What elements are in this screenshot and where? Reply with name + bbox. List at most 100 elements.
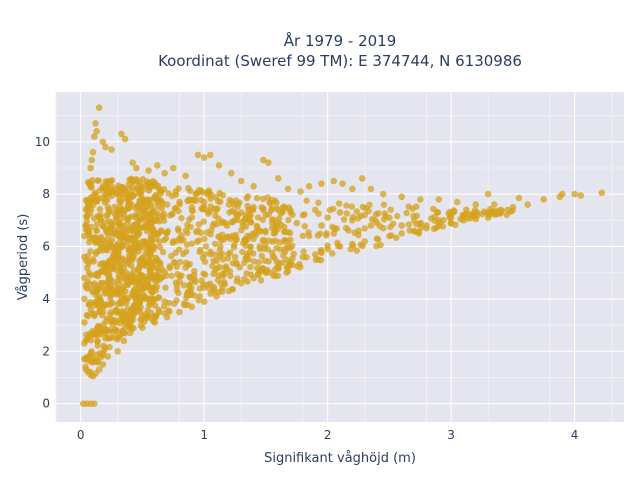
data-point [86,180,93,187]
data-point [97,279,105,287]
data-point [210,285,218,293]
data-point [111,279,118,286]
data-point [82,222,89,229]
data-point [204,207,211,214]
data-point [134,213,141,220]
data-point [577,192,585,199]
data-point [314,256,322,263]
data-point [126,190,134,198]
data-point [472,215,480,223]
data-point [195,221,203,228]
data-point [141,222,148,229]
data-point [161,269,168,276]
data-point [207,231,214,238]
data-point [93,227,100,235]
data-point [117,265,124,272]
data-point [209,262,216,269]
data-point [139,282,147,290]
data-point [81,274,88,282]
data-point [106,218,113,225]
data-point [151,193,159,201]
data-point [105,178,112,185]
data-point [176,246,183,253]
data-point [120,282,128,290]
data-point [329,250,336,257]
data-point [237,209,245,216]
data-point [380,201,388,208]
y-axis-title: Vågperiod (s) [16,214,31,301]
data-point [168,252,175,260]
data-point [225,287,233,295]
data-point [215,162,223,169]
data-point [105,276,112,283]
data-point [144,243,152,250]
data-point [103,327,110,335]
data-point [187,223,194,231]
data-point [82,363,89,371]
data-point [99,138,107,146]
data-point [102,269,109,277]
data-point [440,216,447,224]
data-point [93,193,100,200]
data-point [387,223,394,231]
data-point [355,227,362,235]
data-point [84,212,91,219]
data-point [343,202,350,209]
data-point [361,238,369,245]
data-point [137,188,144,195]
data-point [250,258,258,265]
data-point [108,225,115,232]
data-point [244,278,251,285]
data-point [435,217,443,224]
data-point [213,206,220,214]
data-point [225,233,232,240]
data-point [124,201,132,209]
data-point [113,285,120,292]
data-point [106,343,113,351]
data-point [163,201,171,208]
data-point [168,210,176,218]
data-point [217,243,224,250]
data-point [95,177,102,184]
data-point [463,206,470,213]
data-point [87,272,94,279]
data-point [112,290,119,298]
data-point [99,361,107,368]
data-point [497,206,504,214]
data-point [237,279,245,287]
data-point [89,256,97,263]
data-point [305,232,313,240]
data-point [186,216,193,223]
data-point [145,295,153,302]
data-point [117,222,125,230]
data-point [379,190,387,198]
data-point [299,211,307,219]
data-point [228,218,236,226]
data-point [155,306,162,314]
data-point [98,194,105,202]
data-point [210,220,218,227]
data-point [158,212,165,220]
data-point [170,164,177,172]
data-point [199,254,207,261]
data-point [149,285,156,292]
data-point [358,175,366,182]
data-point [91,311,98,318]
data-point [361,225,368,232]
data-point [405,221,412,228]
data-point [81,253,88,261]
data-point [255,258,262,266]
data-point [120,309,127,317]
data-point [479,210,486,218]
x-tick-label: 4 [571,428,579,442]
data-point [287,209,294,216]
data-point [447,214,455,221]
data-point [260,156,267,164]
data-point [175,208,182,215]
data-point [104,197,111,204]
data-point [118,241,125,248]
data-point [349,240,356,248]
x-tick-label: 3 [447,428,455,442]
data-point [132,227,139,235]
data-point [435,222,443,229]
